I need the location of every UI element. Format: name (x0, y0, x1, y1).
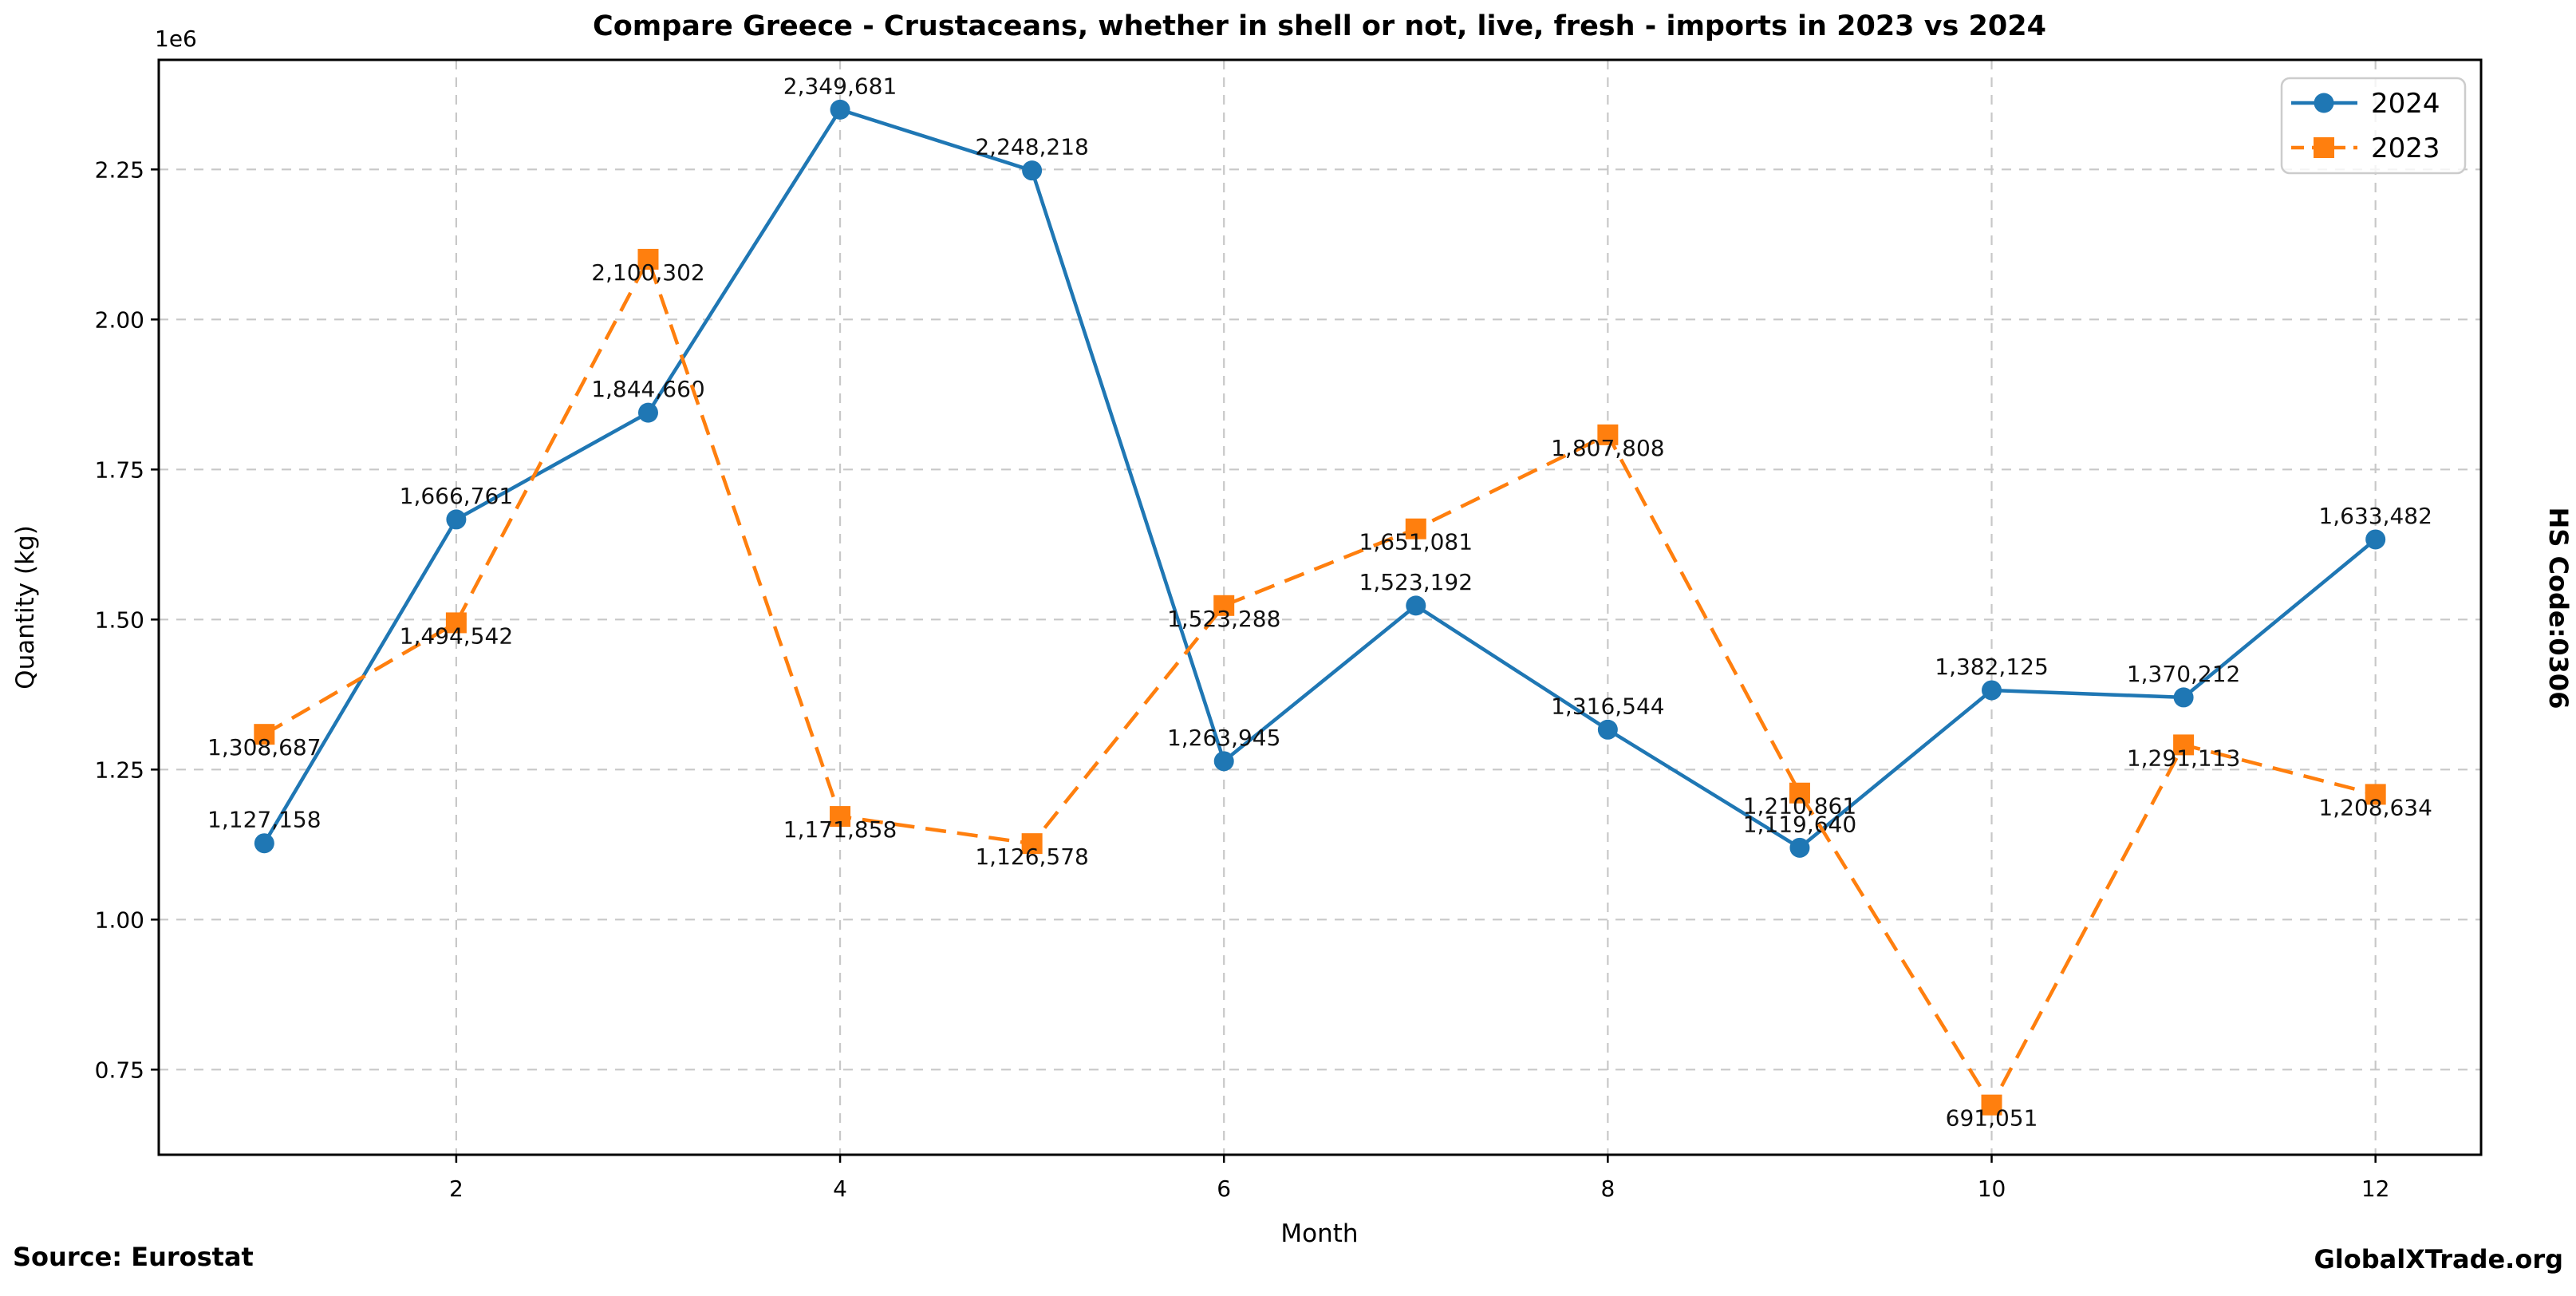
x-tick-label: 4 (833, 1175, 847, 1202)
source-credit: Source: Eurostat (13, 1242, 254, 1272)
data-point-label: 2,349,681 (783, 73, 897, 99)
data-point-marker (1597, 719, 1618, 740)
x-tick-label: 8 (1600, 1175, 1615, 1202)
series-2023 (254, 248, 2386, 1116)
data-point-label: 1,171,858 (783, 816, 897, 843)
plot-border (157, 58, 2483, 1156)
y-tick-label: 1.50 (95, 607, 144, 633)
data-point-marker (637, 402, 658, 423)
data-point-label: 1,127,158 (207, 807, 322, 833)
data-point-label: 1,651,081 (1359, 529, 1473, 555)
data-labels-2024: 1,127,158 1,666,761 1,844,660 2,349,681 2,24… (207, 73, 2432, 837)
data-point-marker (254, 833, 274, 854)
data-point-marker (2365, 529, 2386, 550)
data-point-label: 1,494,542 (400, 622, 514, 649)
data-point-marker (830, 99, 850, 120)
legend: 2024 2023 (2280, 77, 2467, 175)
data-point-marker (637, 248, 659, 270)
data-point-marker (254, 724, 275, 745)
y-axis: 0.75 1.00 1.25 1.50 1.75 2.00 2.25 (95, 156, 159, 1083)
data-point-marker (1981, 1094, 2002, 1116)
legend-entry-label: 2024 (2371, 88, 2440, 120)
y-tick-label: 0.75 (95, 1057, 144, 1083)
series-2024 (254, 99, 2386, 858)
x-tick-label: 6 (1217, 1175, 1231, 1202)
legend-entry-label: 2023 (2371, 132, 2440, 164)
data-point-label: 1,807,808 (1551, 435, 1665, 461)
data-point-marker (830, 806, 851, 828)
data-point-label: 691,051 (1946, 1105, 2038, 1132)
x-axis: 2 4 6 8 10 12 (449, 1155, 2390, 1202)
data-point-label: 1,308,687 (207, 734, 322, 761)
data-point-marker (2173, 687, 2194, 708)
data-point-marker (1597, 424, 1619, 445)
gridlines (159, 60, 2481, 1155)
data-point-label: 1,119,640 (1743, 811, 1857, 837)
data-point-marker (2173, 734, 2195, 756)
hs-code-label: HS Code:0306 (2543, 508, 2574, 709)
data-point-marker (1406, 595, 1426, 616)
data-point-marker (1022, 160, 1043, 181)
data-point-marker (1982, 680, 2002, 701)
y-tick-label: 1.25 (95, 757, 144, 783)
y-tick-label: 1.75 (95, 456, 144, 483)
data-point-label: 1,523,192 (1359, 569, 1473, 595)
legend-sample-marker (2314, 93, 2334, 113)
data-point-label: 1,263,945 (1167, 725, 1281, 751)
plot-area: 2 4 6 8 10 12 0.75 1.00 1.25 1.50 1.75 2.00 2.25 1,12… (95, 58, 2483, 1202)
data-point-label: 1,523,288 (1167, 606, 1281, 632)
data-point-label: 1,208,634 (2318, 794, 2432, 820)
data-point-label: 1,291,113 (2127, 745, 2241, 771)
data-point-marker (1213, 751, 1234, 772)
y-tick-label: 2.25 (95, 156, 144, 183)
data-point-label: 1,666,761 (400, 483, 514, 509)
data-point-label: 1,210,861 (1743, 793, 1857, 820)
data-point-label: 1,844,660 (591, 376, 705, 402)
data-point-label: 1,382,125 (1935, 654, 2049, 680)
data-point-label: 2,248,218 (975, 134, 1089, 160)
x-tick-label: 12 (2361, 1175, 2390, 1202)
data-point-label: 1,316,544 (1551, 693, 1665, 719)
x-tick-label: 10 (1978, 1175, 2006, 1202)
watermark: GlobalXTrade.org (2314, 1244, 2563, 1274)
data-point-label: 1,633,482 (2318, 503, 2432, 529)
data-point-marker (2365, 784, 2386, 805)
data-point-marker (1789, 837, 1810, 858)
x-axis-title: Month (1280, 1219, 1358, 1248)
data-point-marker (1213, 595, 1235, 616)
data-point-marker (1405, 518, 1426, 539)
data-labels-2023: 1,308,687 1,494,542 2,100,302 1,171,858 1,12… (207, 259, 2432, 1132)
data-point-marker (1021, 833, 1043, 855)
data-point-marker (446, 509, 467, 530)
y-tick-label: 1.00 (95, 907, 144, 933)
chart-title: Compare Greece - Crustaceans, whether in… (593, 10, 2046, 42)
data-point-label: 1,370,212 (2127, 661, 2241, 687)
y-tick-label: 2.00 (95, 306, 144, 333)
legend-sample-marker (2314, 137, 2334, 158)
x-tick-label: 2 (449, 1175, 464, 1202)
data-point-marker (445, 612, 467, 634)
data-point-label: 2,100,302 (591, 259, 705, 286)
data-point-label: 1,126,578 (975, 844, 1089, 870)
series-line-2023 (263, 257, 2377, 1107)
y-axis-offset-label: 1e6 (155, 26, 197, 52)
series-line-2024 (262, 108, 2377, 850)
data-point-marker (1789, 782, 1810, 804)
y-axis-title: Quantity (kg) (11, 525, 40, 689)
